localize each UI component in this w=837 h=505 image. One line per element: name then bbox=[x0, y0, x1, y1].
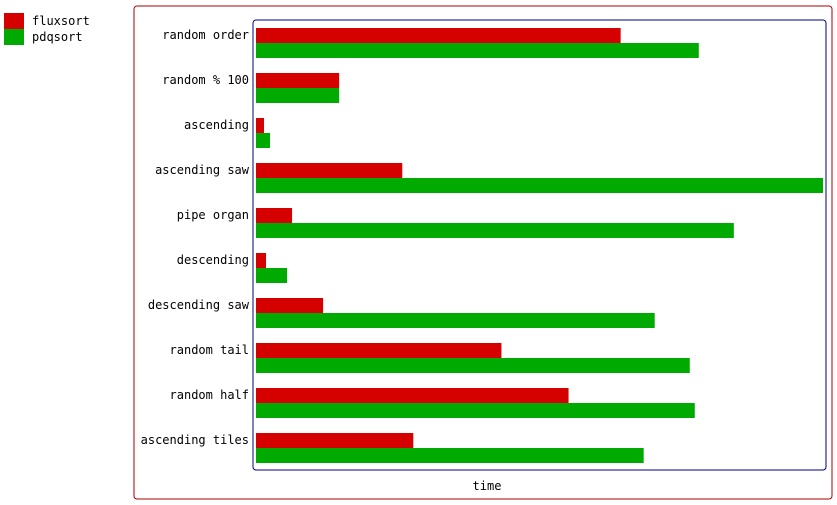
bar-fluxsort-random-tail bbox=[256, 343, 502, 358]
category-label-random-tail: random tail bbox=[170, 343, 249, 357]
bar-pdqsort-random-half bbox=[256, 403, 695, 418]
bars-group bbox=[256, 28, 823, 463]
bar-pdqsort-ascending bbox=[256, 133, 271, 148]
category-label-ascending-saw: ascending saw bbox=[155, 163, 250, 177]
category-label-pipe-organ: pipe organ bbox=[177, 208, 249, 222]
x-axis-title: time bbox=[473, 479, 502, 493]
legend: fluxsort pdqsort bbox=[4, 13, 90, 45]
category-labels-group: random order random % 100 ascending ascendi… bbox=[141, 28, 250, 447]
bar-fluxsort-descending bbox=[256, 253, 267, 268]
legend-swatch-pdqsort bbox=[4, 29, 24, 45]
category-label-ascending: ascending bbox=[184, 118, 249, 132]
category-label-descending: descending bbox=[177, 253, 249, 267]
bar-pdqsort-descending bbox=[256, 268, 288, 283]
bar-fluxsort-random-half bbox=[256, 388, 569, 403]
bar-pdqsort-ascending-tiles bbox=[256, 448, 644, 463]
category-label-ascending-tiles: ascending tiles bbox=[141, 433, 249, 447]
bar-fluxsort-pipe-organ bbox=[256, 208, 293, 223]
bar-pdqsort-random-tail bbox=[256, 358, 690, 373]
chart-outer-frame bbox=[133, 5, 833, 500]
bar-fluxsort-ascending-tiles bbox=[256, 433, 414, 448]
bar-pdqsort-random-order bbox=[256, 43, 699, 58]
bar-fluxsort-ascending bbox=[256, 118, 265, 133]
category-label-random-100: random % 100 bbox=[162, 73, 249, 87]
legend-label-pdqsort: pdqsort bbox=[32, 30, 83, 44]
category-label-random-half: random half bbox=[170, 388, 249, 402]
category-label-descending-saw: descending saw bbox=[148, 298, 250, 312]
bar-fluxsort-random-order bbox=[256, 28, 621, 43]
bar-fluxsort-random-100 bbox=[256, 73, 340, 88]
bar-pdqsort-descending-saw bbox=[256, 313, 655, 328]
bar-fluxsort-descending-saw bbox=[256, 298, 324, 313]
legend-label-fluxsort: fluxsort bbox=[32, 14, 90, 28]
bar-pdqsort-ascending-saw bbox=[256, 178, 823, 193]
bar-fluxsort-ascending-saw bbox=[256, 163, 403, 178]
bar-pdqsort-pipe-organ bbox=[256, 223, 734, 238]
legend-swatch-fluxsort bbox=[4, 13, 24, 29]
category-label-random-order: random order bbox=[162, 28, 249, 42]
plot-area-frame bbox=[252, 19, 827, 471]
bar-pdqsort-random-100 bbox=[256, 88, 340, 103]
